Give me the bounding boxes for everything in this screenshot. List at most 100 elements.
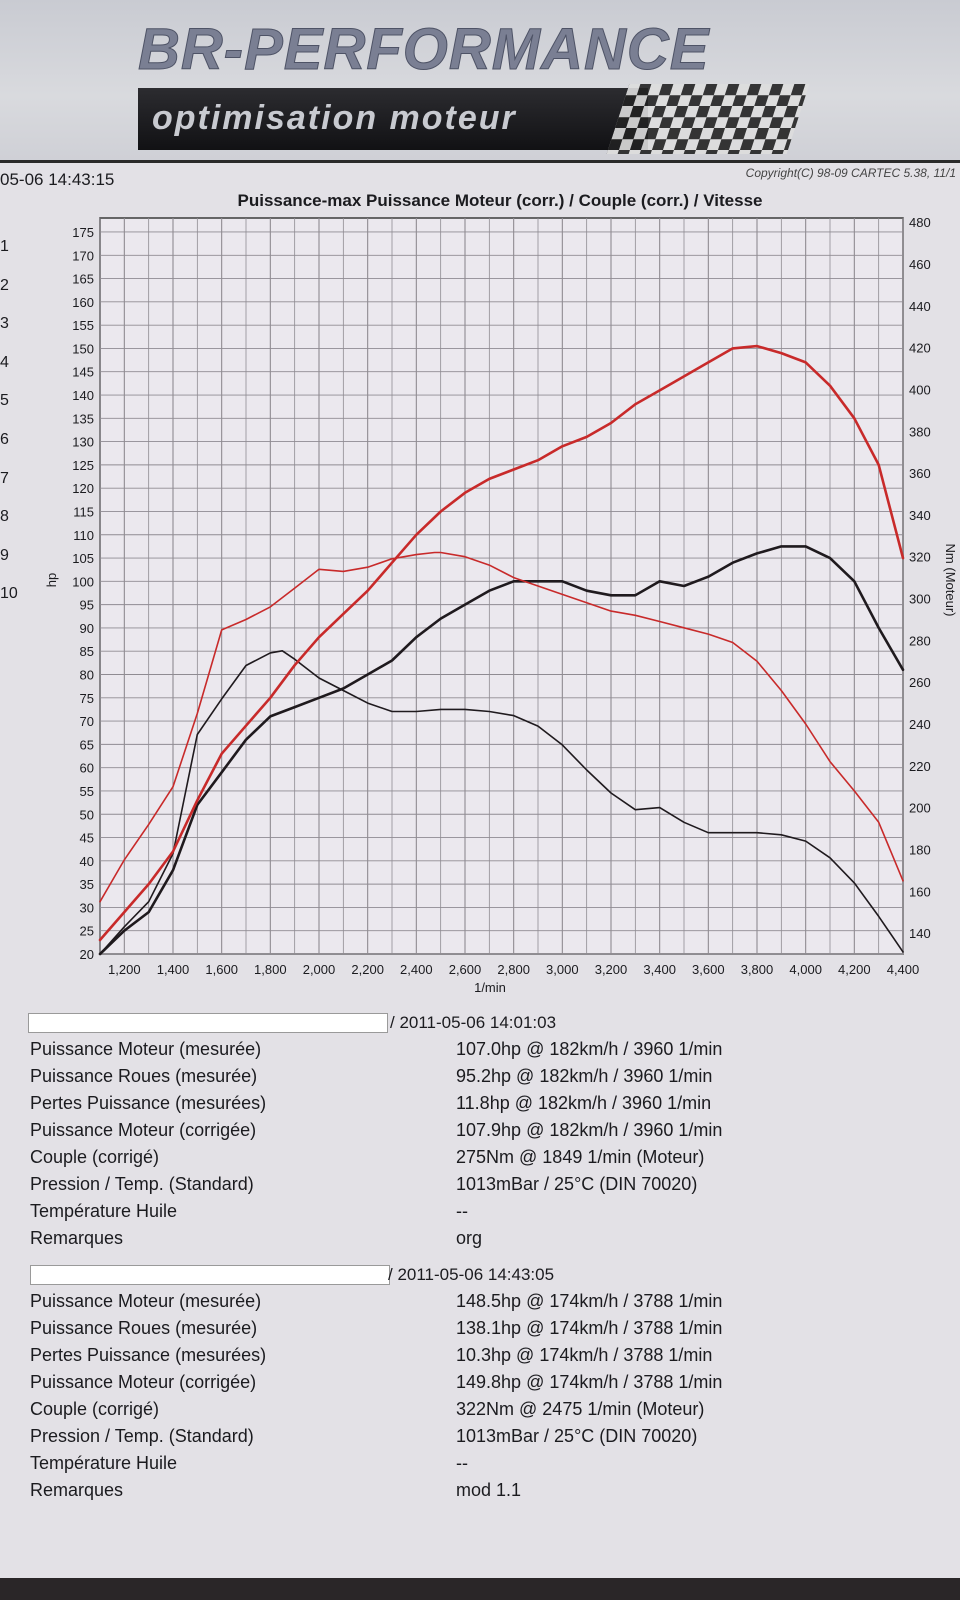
x-tick-label: 4,400 xyxy=(887,962,920,977)
bottom-edge xyxy=(0,1578,960,1600)
result-value: 149.8hp @ 174km/h / 3788 1/min xyxy=(456,1372,723,1392)
x-tick-label: 4,000 xyxy=(789,962,822,977)
y-left-tick-label: 55 xyxy=(80,784,94,799)
y-right-tick-label: 400 xyxy=(909,382,931,397)
y-right-tick-label: 260 xyxy=(909,675,931,690)
result-value: 148.5hp @ 174km/h / 3788 1/min xyxy=(456,1291,723,1311)
x-tick-label: 1,400 xyxy=(157,962,190,977)
y-left-tick-label: 165 xyxy=(72,272,94,287)
result-label: Pertes Puissance (mesurées) xyxy=(30,1093,267,1113)
y-left-tick-label: 100 xyxy=(72,574,94,589)
y-right-tick-label: 420 xyxy=(909,341,931,356)
x-tick-label: 3,000 xyxy=(546,962,579,977)
result-row: Pression / Temp. (Standard) 1013mBar / 25… xyxy=(0,1173,960,1200)
y-left-tick-label: 175 xyxy=(72,225,94,240)
result-value: 275Nm @ 1849 1/min (Moteur) xyxy=(456,1147,705,1167)
y-left-tick-label: 160 xyxy=(72,295,94,310)
result-value: 107.9hp @ 182km/h / 3960 1/min xyxy=(456,1120,723,1140)
result-label: Couple (corrigé) xyxy=(30,1147,160,1167)
result-label: Puissance Moteur (corrigée) xyxy=(30,1120,257,1140)
series-lines xyxy=(98,344,905,956)
run-number: 7 xyxy=(0,469,9,487)
y-left-tick-label: 140 xyxy=(72,388,94,403)
x-tick-label: 3,800 xyxy=(741,962,774,977)
result-row: Température Huile -- xyxy=(0,1452,960,1479)
y-left-tick-label: 110 xyxy=(73,528,94,543)
result-label: Pertes Puissance (mesurées) xyxy=(30,1345,267,1365)
mod-power-line xyxy=(98,344,905,942)
y-left-tick-label: 145 xyxy=(72,365,94,380)
run-number: 2 xyxy=(0,276,9,294)
result-row: Pression / Temp. (Standard) 1013mBar / 25… xyxy=(0,1425,960,1452)
run-timestamp: / 2011-05-06 14:01:03 xyxy=(390,1013,557,1032)
y-left-tick-label: 135 xyxy=(72,411,94,426)
y-left-tick-label: 45 xyxy=(80,831,94,846)
result-row: Remarques org xyxy=(0,1227,960,1254)
result-row: Puissance Moteur (mesurée) 148.5hp @ 174k… xyxy=(0,1290,960,1317)
run-number-list: 1 2 3 4 5 6 7 8 9 10 xyxy=(0,238,20,618)
y-left-tick-label: 60 xyxy=(80,761,94,776)
result-value: 95.2hp @ 182km/h / 3960 1/min xyxy=(456,1066,713,1086)
result-value: org xyxy=(456,1228,483,1248)
y-left-tick-label: 90 xyxy=(80,621,94,636)
y-left-tick-label: 20 xyxy=(80,947,94,962)
result-label: Remarques xyxy=(30,1228,124,1248)
y-right-tick-label: 140 xyxy=(909,926,931,941)
y-right-tick-label: 220 xyxy=(909,759,931,774)
y-right-tick-label: 340 xyxy=(909,508,931,523)
result-value: -- xyxy=(456,1453,468,1473)
y-axis-right-label: Nm (Moteur) xyxy=(943,544,958,617)
dyno-chart: 1,200 1,400 1,600 1,800 2,000 2,200 2,400 2,600… xyxy=(44,215,958,995)
y-left-tick-label: 170 xyxy=(72,248,94,263)
y-axis-left-label: hp xyxy=(44,573,59,587)
x-tick-label: 3,400 xyxy=(643,962,676,977)
result-row: Puissance Moteur (mesurée) 107.0hp @ 182k… xyxy=(0,1038,960,1065)
y-left-tick-label: 50 xyxy=(80,807,94,822)
result-value: 1013mBar / 25°C (DIN 70020) xyxy=(456,1174,698,1194)
result-value: 138.1hp @ 174km/h / 3788 1/min xyxy=(456,1318,723,1338)
result-label: Température Huile xyxy=(30,1453,178,1473)
brand-name: BR-PERFORMANCE xyxy=(138,17,710,82)
result-row: Température Huile -- xyxy=(0,1200,960,1227)
result-label: Pression / Temp. (Standard) xyxy=(30,1426,254,1446)
logo-banner: BR-PERFORMANCE optimisation moteur xyxy=(0,0,960,160)
result-value: 10.3hp @ 174km/h / 3788 1/min xyxy=(456,1345,713,1365)
run-number: 10 xyxy=(0,585,18,603)
print-timestamp: 05-06 14:43:15 xyxy=(0,170,115,189)
x-tick-label: 1,600 xyxy=(205,962,238,977)
org-power-line xyxy=(98,545,905,956)
y-left-tick-label: 80 xyxy=(80,668,94,683)
y-left-tick-label: 130 xyxy=(72,435,94,450)
run-timestamp: / 2011-05-06 14:43:05 xyxy=(388,1265,555,1284)
x-tick-label: 3,200 xyxy=(595,962,628,977)
y-left-tick-label: 155 xyxy=(72,318,94,333)
result-row: Puissance Roues (mesurée) 95.2hp @ 182km/… xyxy=(0,1065,960,1092)
org-torque-line xyxy=(99,649,904,955)
y-left-tick-label: 70 xyxy=(80,714,94,729)
result-label: Puissance Roues (mesurée) xyxy=(30,1066,258,1086)
brand-logo: BR-PERFORMANCE optimisation moteur xyxy=(138,17,810,158)
x-tick-label: 2,000 xyxy=(303,962,336,977)
y-right-tick-label: 300 xyxy=(909,592,931,607)
x-tick-label: 3,600 xyxy=(692,962,725,977)
x-tick-label: 2,600 xyxy=(449,962,482,977)
x-tick-label: 1,200 xyxy=(108,962,141,977)
tagline-bar: optimisation moteur xyxy=(138,88,648,150)
x-tick-label: 2,800 xyxy=(497,962,530,977)
result-row: Puissance Moteur (corrigée) 149.8hp @ 174… xyxy=(0,1371,960,1398)
y-right-tick-label: 240 xyxy=(909,717,931,732)
y-left-tick-label: 75 xyxy=(80,691,94,706)
run-number: 3 xyxy=(0,315,9,333)
y-left-tick-label: 105 xyxy=(72,551,94,566)
y-right-tick-label: 360 xyxy=(909,466,931,481)
x-axis-label: 1/min xyxy=(474,980,506,995)
divider xyxy=(0,160,960,163)
y-right-tick-label: 200 xyxy=(909,801,931,816)
y-right-tick-label: 160 xyxy=(909,884,931,899)
run-number: 1 xyxy=(0,238,9,255)
result-value: 107.0hp @ 182km/h / 3960 1/min xyxy=(456,1039,723,1059)
x-tick-label: 1,800 xyxy=(254,962,287,977)
copyright-notice: Copyright(C) 98-09 CARTEC 5.38, 11/1 xyxy=(745,166,956,180)
mod-torque-line xyxy=(99,551,904,903)
result-label: Couple (corrigé) xyxy=(30,1399,160,1419)
